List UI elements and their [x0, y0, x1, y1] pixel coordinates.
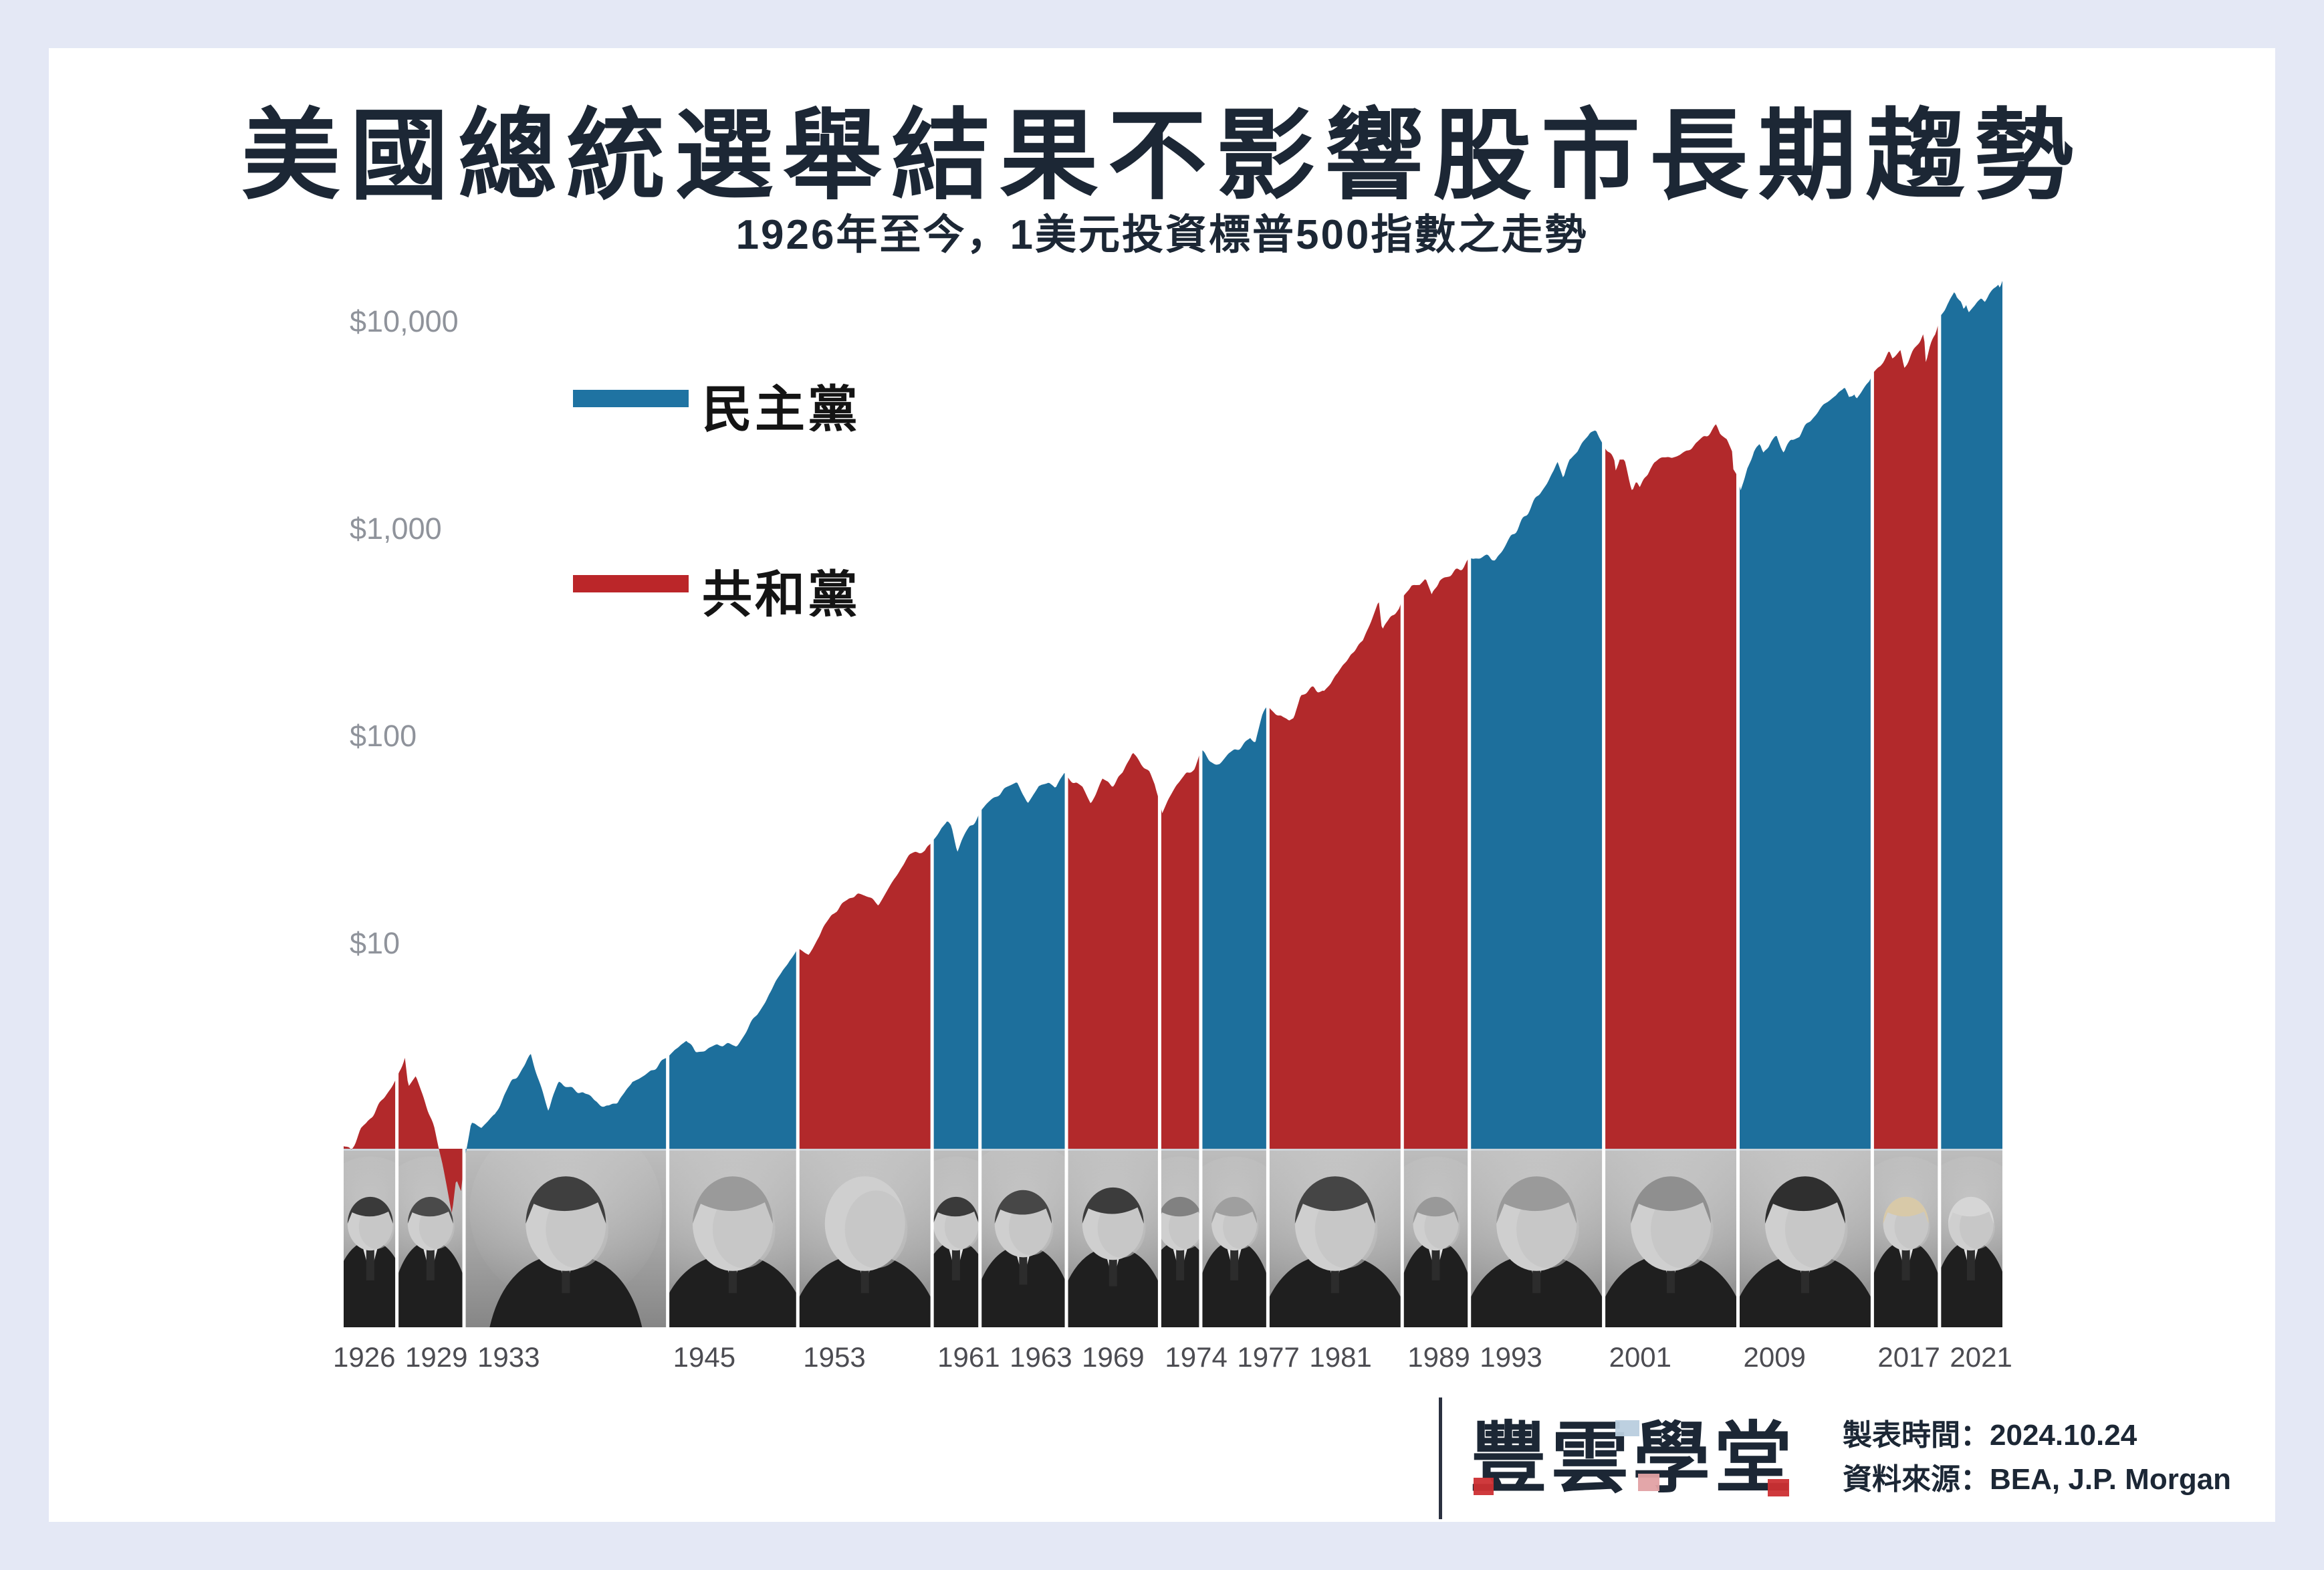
year-label-1953: 1953	[803, 1341, 866, 1373]
area-segment-republican-coolidge	[344, 1078, 397, 1149]
logo-accent-pink	[1638, 1474, 1659, 1491]
logo-accent-red-1	[1474, 1478, 1494, 1495]
y-axis-tick-10000: $10,000	[350, 304, 459, 338]
page-title: 美國總統選舉結果不影響股市長期趨勢	[241, 101, 2083, 211]
brand-logo: 豐雲學堂	[1470, 1415, 1817, 1515]
president-portrait-nixon	[1066, 1149, 1160, 1327]
year-label-2017: 2017	[1877, 1341, 1940, 1373]
term-divider-1993	[1468, 284, 1472, 1327]
term-divider-1953	[796, 284, 800, 1327]
y-axis-tick-10: $10	[350, 926, 400, 960]
president-portrait-coolidge	[344, 1156, 397, 1327]
term-divider-2021	[1938, 284, 1942, 1327]
y-axis-tick-100: $100	[350, 719, 417, 753]
year-label-1969: 1969	[1082, 1341, 1145, 1373]
area-segment-democrat-truman	[667, 948, 798, 1149]
term-divider-1981	[1266, 284, 1270, 1327]
area-segment-republican-ford	[1159, 750, 1201, 1149]
legend-label-republican: 共和黨	[702, 566, 861, 623]
president-portrait-trump	[1872, 1156, 1940, 1327]
legend-swatch-republican	[573, 575, 689, 592]
year-label-1929: 1929	[405, 1341, 468, 1373]
area-segment-republican-reagan	[1268, 597, 1403, 1149]
area-segment-democrat-clinton	[1469, 430, 1604, 1149]
term-divider-2017	[1870, 284, 1874, 1327]
president-portrait-biden	[1939, 1156, 2003, 1327]
term-divider-2001	[1602, 284, 1606, 1327]
area-segment-republican-trump	[1872, 317, 1940, 1149]
footer-divider	[1439, 1397, 1442, 1519]
area-segment-republican-bush-jr-	[1603, 424, 1738, 1149]
president-portrait-clinton	[1469, 1149, 1604, 1327]
footer-source-label: 資料來源：BEA, J.P. Morgan	[1843, 1463, 2232, 1496]
y-axis-tick-1000: $1,000	[350, 512, 442, 546]
term-divider-1929	[395, 284, 399, 1327]
year-label-2009: 2009	[1743, 1341, 1806, 1373]
president-portrait-eisenhower	[798, 1149, 933, 1327]
year-label-1989: 1989	[1407, 1341, 1470, 1373]
area-segment-democrat-johnson	[979, 773, 1066, 1149]
president-portrait-roosevelt	[464, 1149, 663, 1327]
president-portrait-bush-jr-	[1603, 1149, 1738, 1327]
year-label-2001: 2001	[1609, 1341, 1672, 1373]
term-divider-1977	[1199, 284, 1203, 1327]
term-divider-1933	[462, 284, 466, 1327]
area-segment-republican-eisenhower	[798, 842, 933, 1149]
year-label-1945: 1945	[673, 1341, 736, 1373]
logo-accent-blue	[1615, 1420, 1639, 1436]
page-subtitle: 1926年至今，1美元投資標普500指數之走勢	[735, 212, 1589, 258]
term-divider-2009	[1736, 284, 1740, 1327]
year-label-1961: 1961	[937, 1341, 1000, 1373]
president-portrait-truman	[667, 1149, 798, 1327]
area-segment-republican-nixon	[1066, 753, 1160, 1149]
legend-label-democrat: 民主黨	[702, 381, 861, 437]
president-portrait-bush	[1402, 1156, 1470, 1327]
year-label-1933: 1933	[477, 1341, 540, 1373]
term-divider-1989	[1400, 284, 1404, 1327]
year-label-1993: 1993	[1480, 1341, 1542, 1373]
logo-accent-red-2	[1768, 1479, 1789, 1496]
president-portrait-carter	[1200, 1156, 1268, 1327]
term-divider-1961	[930, 284, 934, 1327]
area-segment-democrat-obama	[1738, 374, 1873, 1149]
area-segment-republican-bush	[1402, 558, 1470, 1149]
strip-top-edge	[344, 1149, 2002, 1151]
term-divider-1963	[978, 284, 982, 1327]
year-label-1963: 1963	[1010, 1341, 1072, 1373]
term-divider-1945	[666, 284, 670, 1327]
year-label-1926: 1926	[333, 1341, 396, 1373]
president-portrait-johnson	[979, 1149, 1067, 1327]
area-segment-democrat-kennedy	[932, 812, 980, 1149]
year-label-1981: 1981	[1309, 1341, 1372, 1373]
year-label-2021: 2021	[1950, 1341, 2012, 1373]
president-portrait-obama	[1738, 1149, 1873, 1327]
president-portrait-reagan	[1268, 1149, 1403, 1327]
president-portrait-ford	[1159, 1156, 1201, 1327]
area-segment-democrat-biden	[1939, 281, 2002, 1149]
president-portrait-kennedy	[932, 1156, 980, 1327]
term-divider-1969	[1064, 284, 1068, 1327]
year-label-1974: 1974	[1165, 1341, 1228, 1373]
year-label-1977: 1977	[1237, 1341, 1300, 1373]
area-segment-republican-hoover	[396, 1058, 464, 1213]
area-segment-democrat-carter	[1200, 705, 1268, 1149]
footer-created-label: 製表時間：2024.10.24	[1843, 1419, 2137, 1452]
term-divider-1974	[1157, 284, 1161, 1327]
legend-swatch-democrat	[573, 390, 689, 407]
area-segment-democrat-roosevelt	[464, 1054, 668, 1163]
